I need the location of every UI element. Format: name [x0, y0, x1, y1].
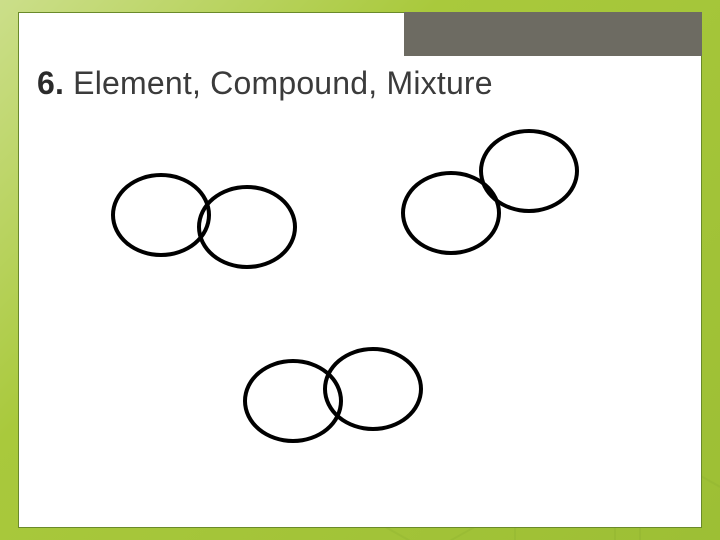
atom-3 [479, 129, 579, 213]
molecule-diagram [19, 13, 701, 527]
atom-5 [323, 347, 423, 431]
slide-card: 6. Element, Compound, Mixture [18, 12, 702, 528]
atom-1 [197, 185, 297, 269]
atom-0 [111, 173, 211, 257]
